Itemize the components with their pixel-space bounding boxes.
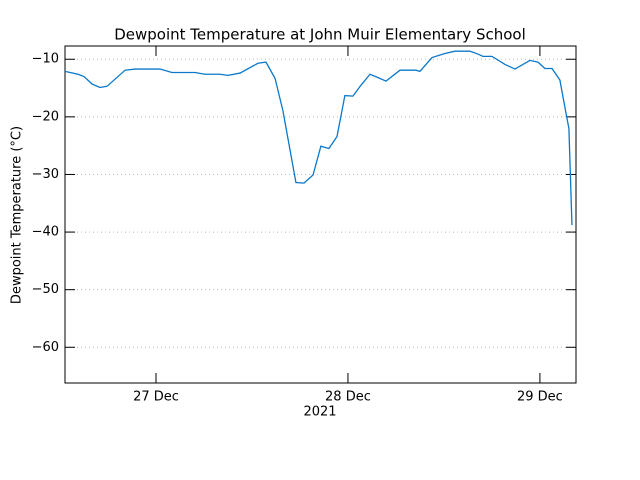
- x-axis-label: 2021: [303, 405, 336, 420]
- y-axis-label: Dewpoint Temperature (°C): [10, 126, 25, 304]
- y-tick-label: −60: [32, 340, 59, 355]
- x-tick-label: 28 Dec: [325, 390, 371, 405]
- chart-title: Dewpoint Temperature at John Muir Elemen…: [114, 26, 526, 44]
- y-tick-label: −20: [32, 109, 59, 124]
- data-line: [64, 50, 573, 226]
- y-tick-label: −50: [32, 282, 59, 297]
- plot-frame: [64, 45, 577, 384]
- x-tick-label: 29 Dec: [517, 390, 563, 405]
- y-tick-label: −30: [32, 167, 59, 182]
- y-tick-label: −40: [32, 225, 59, 240]
- y-tick-label: −10: [32, 52, 59, 67]
- x-tick-label: 27 Dec: [133, 390, 179, 405]
